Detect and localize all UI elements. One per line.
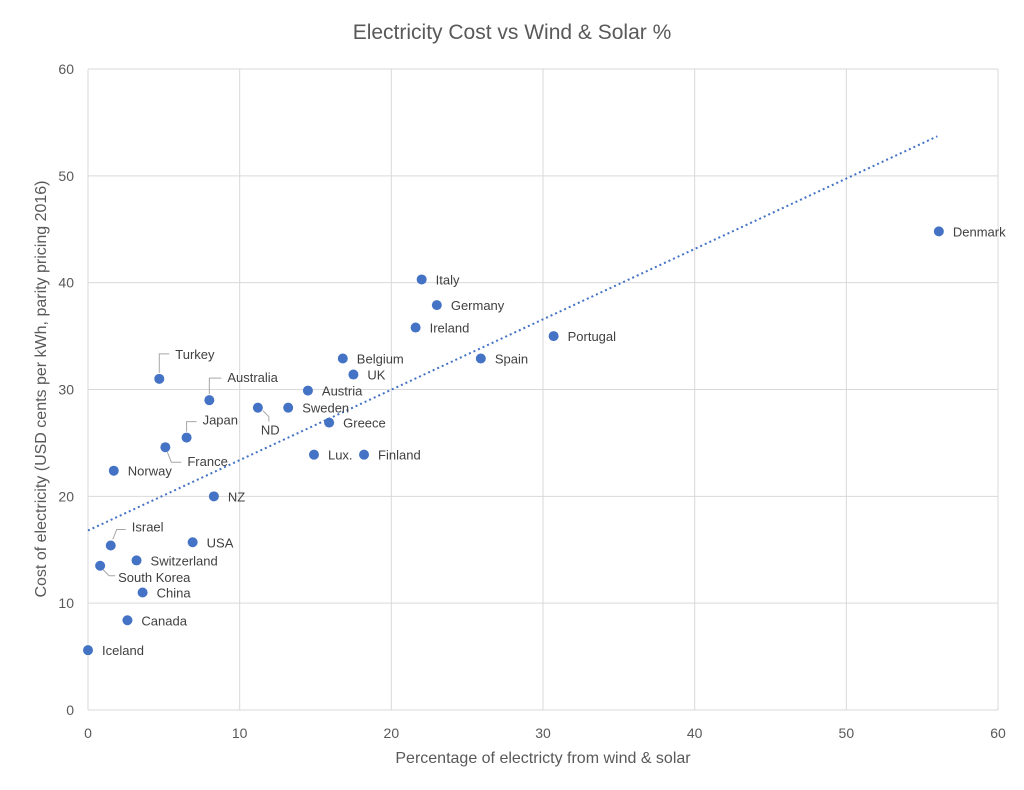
data-point-turkey xyxy=(154,373,165,384)
data-point-israel xyxy=(105,540,116,551)
data-point-usa xyxy=(187,537,198,548)
chart-title: Electricity Cost vs Wind & Solar % xyxy=(353,21,672,44)
leader-line-turkey xyxy=(158,353,170,373)
y-axis-title: Cost of electricity (USD cents per kWh, … xyxy=(33,180,50,597)
leader-lines xyxy=(102,353,270,577)
y-tick-label: 40 xyxy=(58,275,74,291)
leader-line-south-korea xyxy=(102,569,116,577)
point-label-portugal: Portugal xyxy=(568,329,617,344)
x-tick-label: 10 xyxy=(232,725,248,741)
x-tick-label: 20 xyxy=(384,725,400,741)
data-point-nz xyxy=(208,491,219,502)
x-tick-label: 60 xyxy=(990,725,1006,741)
leader-line-nd xyxy=(262,410,270,422)
data-point-portugal xyxy=(548,331,559,342)
data-point-lux xyxy=(308,449,319,460)
x-tick-label: 50 xyxy=(839,725,855,741)
data-point-spain xyxy=(475,353,486,364)
leader-line-japan xyxy=(186,421,197,432)
y-tick-label: 20 xyxy=(58,488,74,504)
point-label-lux: Lux. xyxy=(328,448,353,463)
point-label-south-korea: South Korea xyxy=(118,570,191,585)
data-point-australia xyxy=(204,395,215,406)
data-point-italy xyxy=(416,274,427,285)
point-label-uk: UK xyxy=(367,368,385,383)
data-point-austria xyxy=(302,385,313,396)
data-point-china xyxy=(137,587,148,598)
point-label-belgium: Belgium xyxy=(357,352,404,367)
point-label-germany: Germany xyxy=(451,298,505,313)
gridlines xyxy=(87,68,999,711)
point-label-austria: Austria xyxy=(322,384,363,399)
point-label-china: China xyxy=(157,585,192,600)
leader-line-france xyxy=(166,452,182,463)
data-point-japan xyxy=(181,432,192,443)
point-label-israel: Israel xyxy=(132,519,164,534)
x-tick-label: 0 xyxy=(84,725,92,741)
point-label-ireland: Ireland xyxy=(430,321,470,336)
point-label-sweden: Sweden xyxy=(302,401,349,416)
data-point-nd xyxy=(252,402,263,413)
point-label-greece: Greece xyxy=(343,416,386,431)
data-point-canada xyxy=(122,615,133,626)
point-label-usa: USA xyxy=(207,535,234,550)
data-point-denmark xyxy=(933,226,944,237)
data-point-germany xyxy=(431,300,442,311)
data-point-norway xyxy=(108,465,119,476)
data-point-sweden xyxy=(283,402,294,413)
point-label-japan: Japan xyxy=(203,413,238,428)
point-label-australia: Australia xyxy=(227,370,278,385)
point-label-norway: Norway xyxy=(128,464,173,479)
point-label-spain: Spain xyxy=(495,352,528,367)
point-label-iceland: Iceland xyxy=(102,643,144,658)
y-tick-label: 30 xyxy=(58,382,74,398)
data-point-south-korea xyxy=(95,560,106,571)
point-label-denmark: Denmark xyxy=(953,224,1006,239)
data-point-uk xyxy=(348,369,359,380)
x-axis-title: Percentage of electricty from wind & sol… xyxy=(395,750,691,767)
y-tick-label: 60 xyxy=(58,61,74,77)
data-point-iceland xyxy=(83,645,93,656)
point-label-turkey: Turkey xyxy=(175,347,215,362)
point-label-nz: NZ xyxy=(228,489,245,504)
data-points xyxy=(83,226,944,656)
data-point-finland xyxy=(359,449,370,460)
point-label-switzerland: Switzerland xyxy=(151,553,218,568)
data-point-belgium xyxy=(337,353,348,364)
x-tick-label: 30 xyxy=(535,725,551,741)
tick-labels: 0 10 20 30 40 50 60 0 10 20 30 40 50 60 xyxy=(58,61,1006,741)
point-label-finland: Finland xyxy=(378,448,421,463)
data-point-greece xyxy=(324,417,335,428)
point-labels: Denmark Italy Germany Ireland Portugal Spain B… xyxy=(102,224,1006,658)
point-label-italy: Italy xyxy=(436,272,460,287)
point-label-canada: Canada xyxy=(141,613,187,628)
point-label-france: France xyxy=(187,454,227,469)
y-tick-label: 0 xyxy=(66,702,74,718)
leader-line-australia xyxy=(208,377,222,395)
data-point-ireland xyxy=(410,322,421,333)
data-point-france xyxy=(160,442,171,453)
data-point-switzerland xyxy=(131,555,142,566)
trendline xyxy=(87,135,938,532)
y-tick-label: 50 xyxy=(58,168,74,184)
leader-line-israel xyxy=(112,528,126,540)
y-tick-label: 10 xyxy=(58,595,74,611)
point-label-nd: ND xyxy=(261,423,280,438)
x-tick-label: 40 xyxy=(687,725,703,741)
